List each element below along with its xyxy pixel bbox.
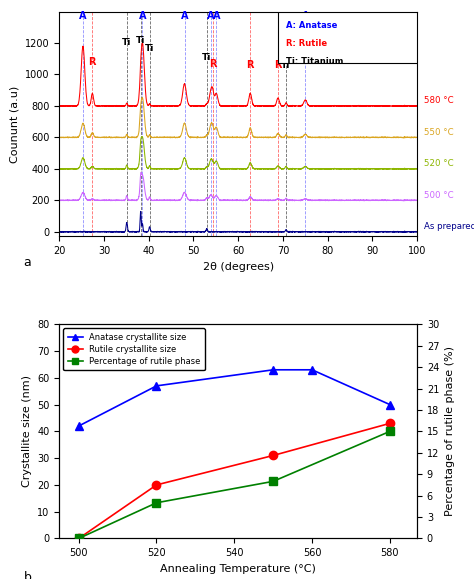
Text: R: R — [274, 60, 282, 70]
Y-axis label: Crystallite size (nm): Crystallite size (nm) — [22, 375, 32, 488]
Text: 520 °C: 520 °C — [424, 159, 454, 168]
X-axis label: Annealing Temperature (°C): Annealing Temperature (°C) — [160, 564, 316, 574]
Text: A: A — [181, 12, 188, 21]
Text: A: A — [139, 12, 146, 21]
Y-axis label: Percentage of rutile phase (%): Percentage of rutile phase (%) — [445, 346, 455, 516]
Text: R: R — [209, 58, 217, 69]
Text: As prepared: As prepared — [424, 222, 474, 231]
Text: Ti: Ti — [282, 61, 291, 70]
Text: A: A — [79, 12, 87, 21]
Text: b: b — [23, 571, 31, 579]
Text: Ti: Ti — [202, 53, 211, 63]
Text: 550 °C: 550 °C — [424, 128, 454, 137]
Text: R: R — [89, 57, 96, 67]
Legend: Anatase crystallite size, Rutile crystallite size, Percentage of rutile phase: Anatase crystallite size, Rutile crystal… — [64, 328, 205, 371]
X-axis label: 2θ (degrees): 2θ (degrees) — [202, 262, 274, 272]
FancyBboxPatch shape — [278, 12, 417, 63]
Text: 580 °C: 580 °C — [424, 97, 454, 105]
Text: R: R — [246, 60, 254, 70]
Y-axis label: Coununt (a.u): Coununt (a.u) — [9, 85, 19, 163]
Text: A: A — [301, 12, 309, 21]
Text: Ti: Ti — [122, 38, 131, 47]
Text: Ti: Titanium: Ti: Titanium — [286, 57, 344, 65]
Text: Ti: Ti — [145, 44, 155, 53]
Text: Ti: Ti — [136, 36, 146, 45]
Text: R: Rutile: R: Rutile — [286, 39, 328, 47]
Text: A: A — [212, 12, 220, 21]
Text: 500 °C: 500 °C — [424, 191, 454, 200]
Text: A: A — [207, 12, 215, 21]
Text: a: a — [23, 256, 31, 269]
Text: A: Anatase: A: Anatase — [286, 21, 338, 30]
